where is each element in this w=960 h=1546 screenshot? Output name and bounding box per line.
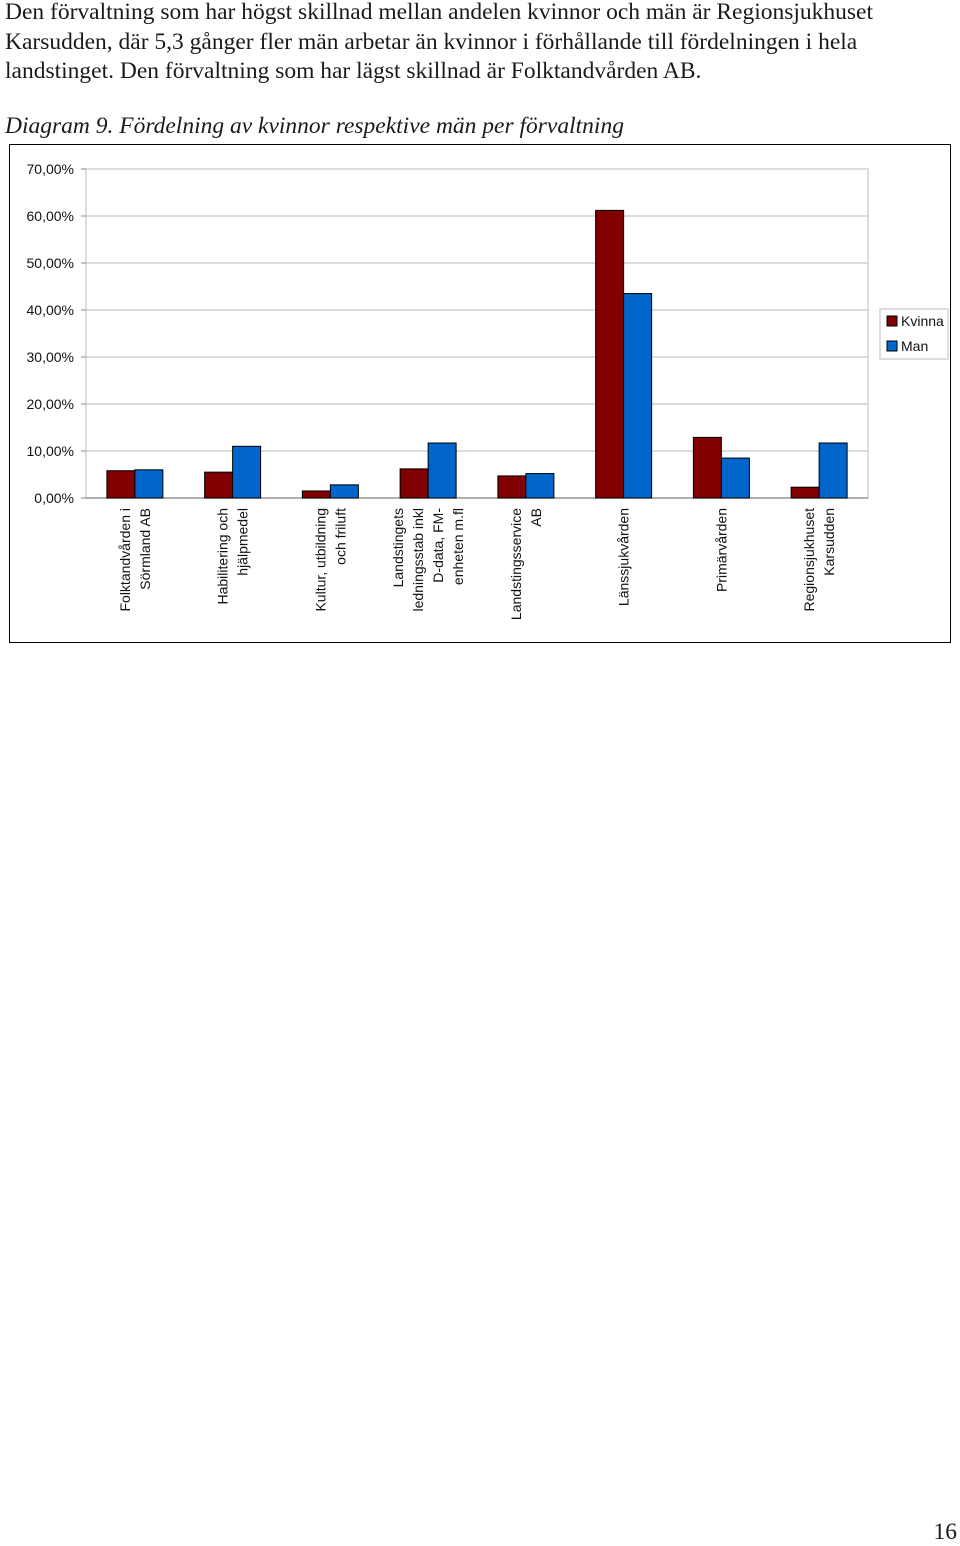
category-label-line: ledningsstab inkl [410,508,426,612]
plot-area [85,168,869,499]
category-label: Primärvården [713,508,729,592]
category-label-line: och friluft [332,508,348,565]
intro-line: Den förvaltning som har högst skillnad m… [5,0,874,25]
bar-man-2 [329,484,359,499]
category-label-line: D-data, FM- [430,508,446,583]
category-label: Länssjukvården [616,508,632,606]
y-tick-label: 50,00% [27,255,74,271]
bar-kvinna-0 [106,470,136,499]
y-tick-label: 0,00% [34,490,74,506]
category-labels: Folktandvården i Sörmland AB Habilitering … [117,508,837,620]
category-label-line: hjälpmedel [235,508,251,576]
bar-kvinna-7 [790,486,820,499]
bar-man-4 [525,473,555,499]
legend: Kvinna Man [879,308,949,360]
category-label-line: Kultur, utbildning [312,508,328,612]
category-label-line: Sörmland AB [137,508,153,590]
y-tick-label: 30,00% [27,349,74,365]
bar-kvinna-2 [301,490,331,499]
bar-kvinna-5 [595,209,625,499]
category-label: Habilitering och hjälpmedel [215,508,251,605]
bar-kvinna-3 [399,468,429,499]
category-label: Landstingets ledningsstab inkl D-data, FM-… [390,508,466,612]
bar-man-0 [134,469,164,499]
category-label: Landstingsservice AB [508,508,544,620]
intro-paragraph: Den förvaltning som har högst skillnad m… [5,0,950,87]
chart-caption: Diagram 9. Fördelning av kvinnor respekt… [5,113,624,139]
legend-label-man: Man [901,338,928,354]
y-tick-label: 70,00% [27,161,74,177]
bar-man-6 [720,457,750,499]
legend-label-kvinna: Kvinna [901,313,944,329]
intro-line: Karsudden, där 5,3 gånger fler män arbet… [5,28,858,55]
y-tick-label: 60,00% [27,208,74,224]
intro-line: landstinget. Den förvaltning som har läg… [5,58,702,85]
bar-chart: 0,00% 10,00% 20,00% 30,00% 40,00% 50,00% 60,00… [27,161,949,620]
y-tick-label: 40,00% [27,302,74,318]
category-label-line: Primärvården [713,508,729,592]
y-tick-label: 20,00% [27,396,74,412]
category-label: Folktandvården i Sörmland AB [117,508,153,612]
category-label-line: Karsudden [821,508,837,576]
category-label-line: enheten m.fl [450,508,466,585]
bar-man-5 [623,293,653,499]
category-label-line: AB [528,508,544,527]
bar-kvinna-4 [497,475,527,499]
category-label: Kultur, utbildning och friluft [312,508,348,612]
bar-man-7 [818,442,848,499]
category-label-line: Regionsjukhuset [801,508,817,612]
y-tick-label: 10,00% [27,443,74,459]
legend-swatch-kvinna [886,315,898,327]
gridlines [85,168,869,499]
category-label-line: Landstingets [390,508,406,587]
category-label-line: Habilitering och [215,508,231,605]
category-label-line: Landstingsservice [508,508,524,620]
page-number: 16 [933,1519,958,1545]
bar-man-1 [232,445,262,499]
legend-swatch-man [886,340,898,352]
chart-frame [9,144,951,643]
bars [106,209,848,499]
category-label-line: Folktandvården i [117,508,133,612]
category-label: Regionsjukhuset Karsudden [801,508,837,612]
bar-man-3 [427,442,457,499]
bar-kvinna-6 [692,436,722,499]
bar-kvinna-1 [204,471,234,499]
category-label-line: Länssjukvården [616,508,632,606]
